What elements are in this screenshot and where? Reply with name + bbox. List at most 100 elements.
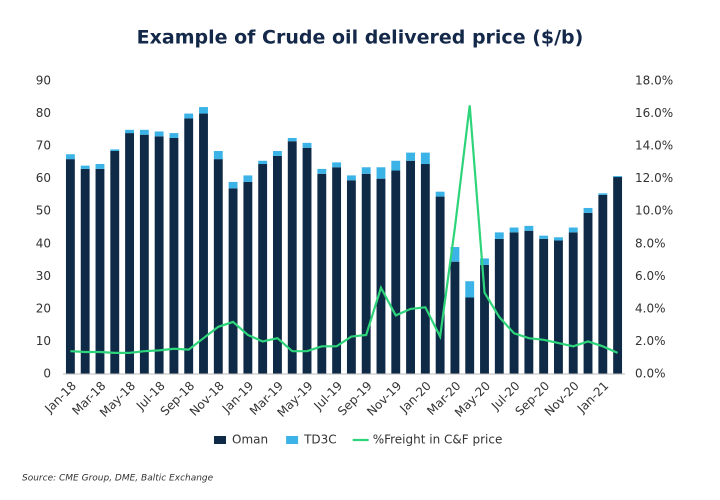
chart-title: Example of Crude oil delivered price ($/… [137,27,584,49]
y2-tick-label: 16.0% [635,106,673,120]
y-tick-label: 50 [36,204,51,218]
bar-segment [524,230,534,374]
bar-segment [583,212,593,374]
bar-segment [598,194,608,374]
bar-segment [258,160,268,165]
y2-tick-label: 6.0% [635,269,666,283]
bar-segment [539,235,549,239]
bar-segment [480,264,489,374]
bar-segment [494,238,504,374]
bar-segment [435,191,445,197]
bar-segment [480,258,489,265]
bar-segment [406,160,415,374]
bar-segment [139,134,149,374]
y-tick-label: 40 [36,236,51,250]
y-tick-label: 20 [36,301,51,315]
legend-swatch [214,436,226,444]
bar-segment [524,225,534,231]
bar-segment [213,159,223,374]
bar-segment [243,175,253,182]
source-note: Source: CME Group, DME, Baltic Exchange [22,474,214,484]
bar-segment [450,247,460,262]
bar-segment [420,152,430,165]
bar-segment [228,188,238,374]
bar-segment [376,167,386,179]
bar-segment [568,232,578,374]
bar-segment [95,164,105,169]
bar-segment [376,178,386,374]
bar-segment [302,142,312,148]
bar-segment [494,232,504,239]
bar-segment [154,136,164,374]
bar-segment [199,113,208,375]
bar-segment [509,227,519,233]
bar-segment [287,137,297,142]
y2-tick-label: 2.0% [635,334,666,348]
bar-segment [332,162,342,168]
bar-segment [361,167,371,174]
bar-segment [420,164,430,374]
bar-segment [554,240,563,374]
y-tick-label: 80 [36,106,51,120]
bar-segment [154,131,164,137]
y-tick-label: 30 [36,269,51,283]
bar-segment [317,173,327,374]
bar-segment [139,129,149,135]
bar-segment [273,150,282,156]
bar-segment [110,149,120,151]
bar-segment [346,175,356,181]
y2-tick-label: 10.0% [635,204,673,218]
bar-segment [243,181,253,374]
legend-label: TD3C [303,433,337,447]
bar-segment [583,207,593,213]
bar-segment [435,196,445,374]
bar-segment [169,137,179,374]
bar-segment [213,150,223,160]
bar-segment [65,159,75,374]
legend-swatch [286,436,299,444]
y-tick-label: 60 [36,171,51,185]
bar-segment [613,177,623,374]
bar-segment [184,118,194,374]
bar-segment [509,232,519,374]
y2-tick-label: 4.0% [635,301,666,315]
bar-segment [110,150,120,374]
bar-segment [391,160,401,171]
bar-segment [302,147,312,374]
y-tick-label: 10 [36,334,51,348]
bar-segment [317,168,327,174]
y2-tick-label: 0.0% [635,367,666,381]
bar-segment [287,141,297,374]
bar-segment [258,164,268,374]
legend-label: Oman [232,433,268,447]
bar-segment [406,152,415,161]
bar-segment [613,176,623,178]
y-tick-label: 90 [36,74,51,88]
bar-segment [125,133,134,374]
bar-segment [554,237,563,241]
y-tick-label: 0 [43,367,51,381]
x-tick-label: Jan-21 [574,379,612,417]
bar-segment [539,238,549,374]
bar-segment [80,165,90,169]
bar-segment [598,193,608,195]
bar-segment [80,168,90,374]
bar-segment [332,167,342,374]
bar-segment [465,281,475,298]
bar-segment [391,170,401,374]
bar-segment [199,107,208,114]
bar-segment [361,173,371,374]
bar-segment [169,133,179,138]
bar-segment [95,168,105,374]
bar-segment [465,297,475,374]
bar-segment [228,181,238,189]
y2-tick-label: 14.0% [635,139,673,153]
bar-segment [568,227,578,233]
bar-segment [184,113,194,119]
bar-segment [346,180,356,374]
y2-tick-label: 18.0% [635,74,673,88]
legend-label: %Freight in C&F price [373,433,503,447]
freight-line [70,105,619,354]
y2-tick-label: 12.0% [635,171,673,185]
